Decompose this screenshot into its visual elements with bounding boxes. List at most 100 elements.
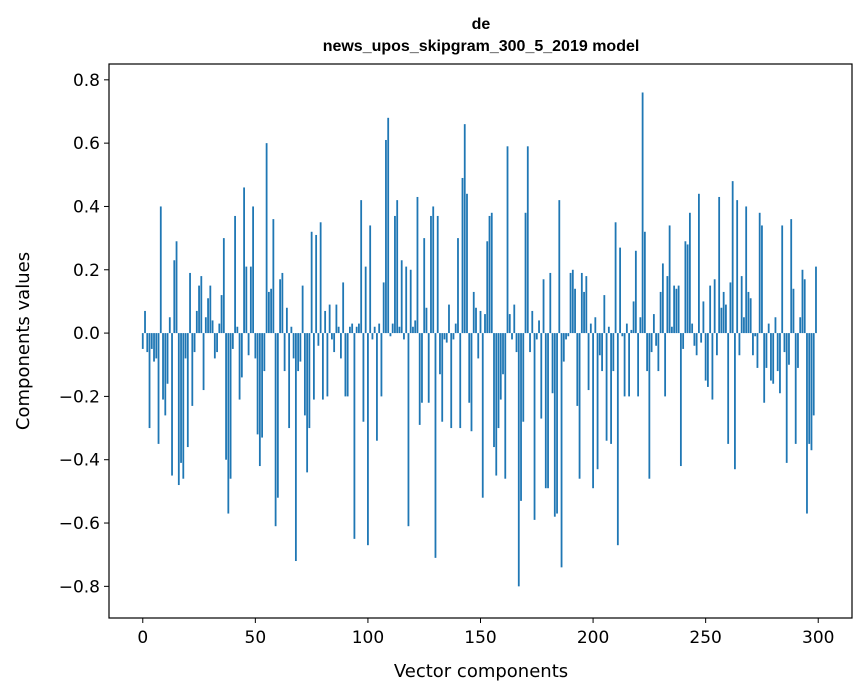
x-tick-label: 300 <box>802 628 834 648</box>
bar <box>767 323 770 334</box>
bar <box>549 272 552 334</box>
bar <box>619 247 621 334</box>
bar <box>249 266 252 334</box>
bar <box>670 326 673 334</box>
bar <box>355 326 358 334</box>
bar <box>331 333 333 340</box>
bar <box>558 200 561 334</box>
bar <box>686 244 689 334</box>
y-tick-label: 0.2 <box>73 261 100 281</box>
bar <box>423 238 426 334</box>
bar <box>285 307 288 334</box>
bar <box>434 333 437 558</box>
bar <box>427 333 430 403</box>
bar <box>421 333 423 403</box>
bar <box>303 333 306 416</box>
bar <box>166 333 169 384</box>
bar <box>448 304 450 334</box>
bar <box>470 333 473 432</box>
bar <box>601 333 603 372</box>
bar <box>261 333 263 438</box>
bar <box>412 326 414 334</box>
bar <box>673 285 676 334</box>
bar <box>806 333 808 514</box>
bar <box>709 285 712 334</box>
bar <box>441 333 444 422</box>
x-axis-label: Vector components <box>394 661 568 682</box>
bar <box>497 333 500 429</box>
y-tick-label: 0.0 <box>73 324 100 344</box>
bar <box>623 333 626 397</box>
bar <box>245 266 248 334</box>
bar <box>592 333 594 489</box>
bar <box>677 285 680 334</box>
bar <box>526 146 529 334</box>
bar <box>625 323 628 334</box>
bar <box>236 326 239 334</box>
bar <box>254 333 257 359</box>
bar <box>788 333 790 365</box>
bar <box>297 333 300 372</box>
bar <box>362 333 365 422</box>
y-tick-label: −0.4 <box>59 451 100 471</box>
bar <box>731 181 734 334</box>
bar <box>231 333 234 349</box>
bar <box>463 124 466 334</box>
bar <box>364 266 367 334</box>
bar <box>227 333 230 514</box>
bar <box>294 333 297 562</box>
bar <box>711 333 714 400</box>
bar <box>504 333 507 479</box>
bar <box>317 333 320 346</box>
bar <box>643 231 646 334</box>
bar <box>263 333 266 372</box>
bar <box>195 310 198 334</box>
bar <box>344 333 347 397</box>
bar <box>171 333 173 476</box>
bar <box>808 333 811 444</box>
bar <box>276 333 279 498</box>
bar <box>783 333 786 353</box>
bar <box>312 333 315 400</box>
bar <box>213 333 216 359</box>
bar <box>772 333 775 384</box>
bar <box>700 333 703 343</box>
bar <box>247 333 250 356</box>
bar <box>193 333 196 353</box>
y-axis-ticks: −0.8 −0.6 −0.4 −0.2 0.0 0.2 0.4 0.6 0.8 <box>59 71 109 597</box>
bar <box>758 212 761 334</box>
bar <box>538 320 540 334</box>
bar <box>594 317 597 334</box>
bar <box>403 333 405 340</box>
bar <box>150 333 153 349</box>
bar <box>634 250 637 334</box>
bar <box>756 333 759 368</box>
bar <box>630 329 633 334</box>
bar <box>373 326 376 334</box>
bar <box>632 301 635 334</box>
bar <box>279 279 282 334</box>
bar <box>436 215 439 334</box>
bar <box>515 333 518 353</box>
bar <box>754 333 757 337</box>
bar <box>747 291 750 334</box>
bar <box>752 333 754 356</box>
bar <box>209 285 212 334</box>
bar <box>722 291 725 334</box>
bar <box>153 333 155 362</box>
bar <box>315 234 318 334</box>
bar <box>159 206 162 334</box>
bar <box>502 333 504 375</box>
bar <box>328 304 331 334</box>
bar <box>792 288 795 334</box>
bar <box>695 333 698 356</box>
bar <box>553 333 556 517</box>
bar <box>797 333 799 368</box>
bar <box>547 333 549 489</box>
bar <box>621 333 624 337</box>
x-tick-label: 0 <box>137 628 148 648</box>
bar <box>202 333 205 391</box>
bar <box>720 307 723 334</box>
